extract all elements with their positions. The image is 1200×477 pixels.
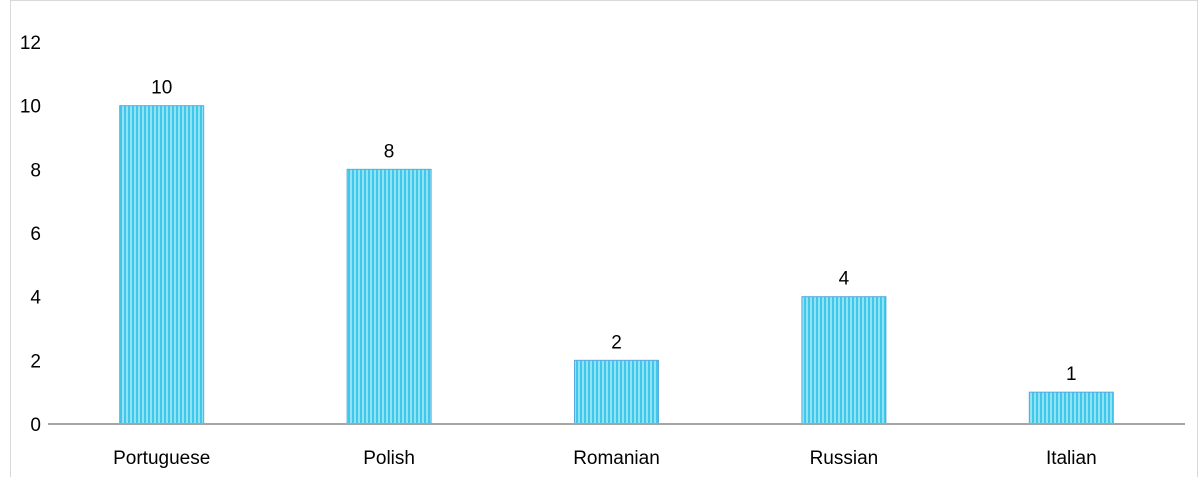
y-tick-label: 0 [30, 415, 41, 436]
bar-romanian [574, 359, 659, 425]
x-axis-ticks: Portuguese Polish Romanian Russian Italian [113, 448, 1097, 469]
y-tick-label: 12 [20, 33, 41, 54]
data-label-russian: 4 [839, 269, 850, 290]
bars [119, 105, 1114, 425]
y-axis-ticks: 0 2 4 6 8 10 12 [20, 33, 42, 436]
data-label-polish: 8 [384, 141, 395, 162]
data-label-italian: 1 [1066, 364, 1077, 385]
data-labels: 10 8 2 4 1 [151, 78, 1077, 385]
x-tick-label-russian: Russian [810, 448, 879, 469]
x-tick-label-polish: Polish [363, 448, 415, 469]
y-tick-label: 4 [30, 288, 41, 309]
data-label-romanian: 2 [611, 332, 622, 353]
y-tick-label: 10 [20, 97, 41, 118]
bar-russian [801, 296, 887, 425]
x-tick-label-portuguese: Portuguese [113, 448, 210, 469]
bar-polish [346, 168, 432, 425]
bar-portuguese [119, 105, 205, 425]
x-tick-label-italian: Italian [1046, 448, 1097, 469]
chart-frame [10, 0, 1198, 477]
y-tick-label: 8 [30, 160, 41, 181]
y-tick-label: 2 [30, 351, 41, 372]
bar-italian [1028, 391, 1114, 425]
data-label-portuguese: 10 [151, 78, 172, 99]
y-tick-label: 6 [30, 224, 41, 245]
x-tick-label-romanian: Romanian [573, 448, 660, 469]
